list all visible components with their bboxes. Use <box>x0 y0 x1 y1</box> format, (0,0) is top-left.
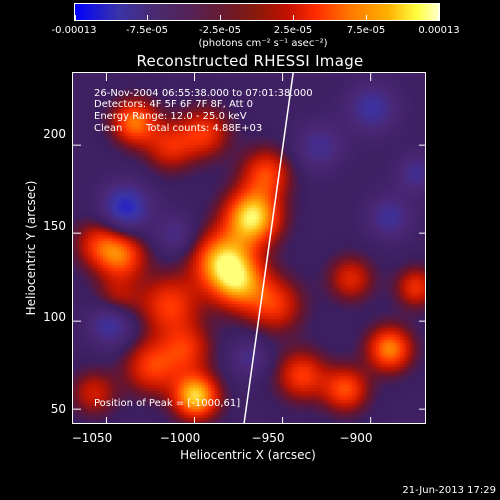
colorbar-unit-label: (photons cm⁻² s⁻¹ asec⁻²) <box>198 38 328 49</box>
y-axis-label: Heliocentric Y (arcsec) <box>24 180 38 316</box>
chart-title: Reconstructed RHESSI Image <box>136 52 364 70</box>
colorbar-tick-label: 0.00013 <box>418 25 460 36</box>
x-tick-label: −1050 <box>71 431 113 445</box>
x-axis-label: Heliocentric X (arcsec) <box>180 448 316 462</box>
x-tick-label: −900 <box>339 431 373 445</box>
plot-overlay <box>73 73 425 423</box>
colorbar-tick-label: -2.5e-05 <box>199 25 241 36</box>
y-tick-label: 150 <box>43 219 66 233</box>
y-tick-label: 100 <box>43 310 66 324</box>
plot-area <box>72 72 426 424</box>
colorbar <box>74 3 440 21</box>
timestamp: 21-Jun-2013 17:29 <box>402 485 496 496</box>
colorbar-tick-label: -0.00013 <box>51 25 97 36</box>
x-tick-label: −950 <box>251 431 285 445</box>
y-tick-label: 50 <box>50 402 66 416</box>
colorbar-tick-label: 7.5e-05 <box>346 25 386 36</box>
solar-limb-line <box>243 73 294 423</box>
info-time-range: 26-Nov-2004 06:55:38.000 to 07:01:38.000 <box>94 88 313 99</box>
x-tick-label: −1000 <box>159 431 201 445</box>
colorbar-tick-label: -7.5e-05 <box>126 25 168 36</box>
heatmap-image <box>73 73 425 423</box>
info-clean-label: Clean <box>94 123 123 134</box>
info-detectors: Detectors: 4F 5F 6F 7F 8F, Att 0 <box>94 99 254 110</box>
info-peak-position: Position of Peak = [-1000,61] <box>94 398 241 409</box>
info-total-counts: Total counts: 4.88E+03 <box>146 123 263 134</box>
info-energy-range: Energy Range: 12.0 - 25.0 keV <box>94 111 247 122</box>
y-tick-label: 200 <box>43 127 66 141</box>
colorbar-tick-label: 2.5e-05 <box>273 25 313 36</box>
